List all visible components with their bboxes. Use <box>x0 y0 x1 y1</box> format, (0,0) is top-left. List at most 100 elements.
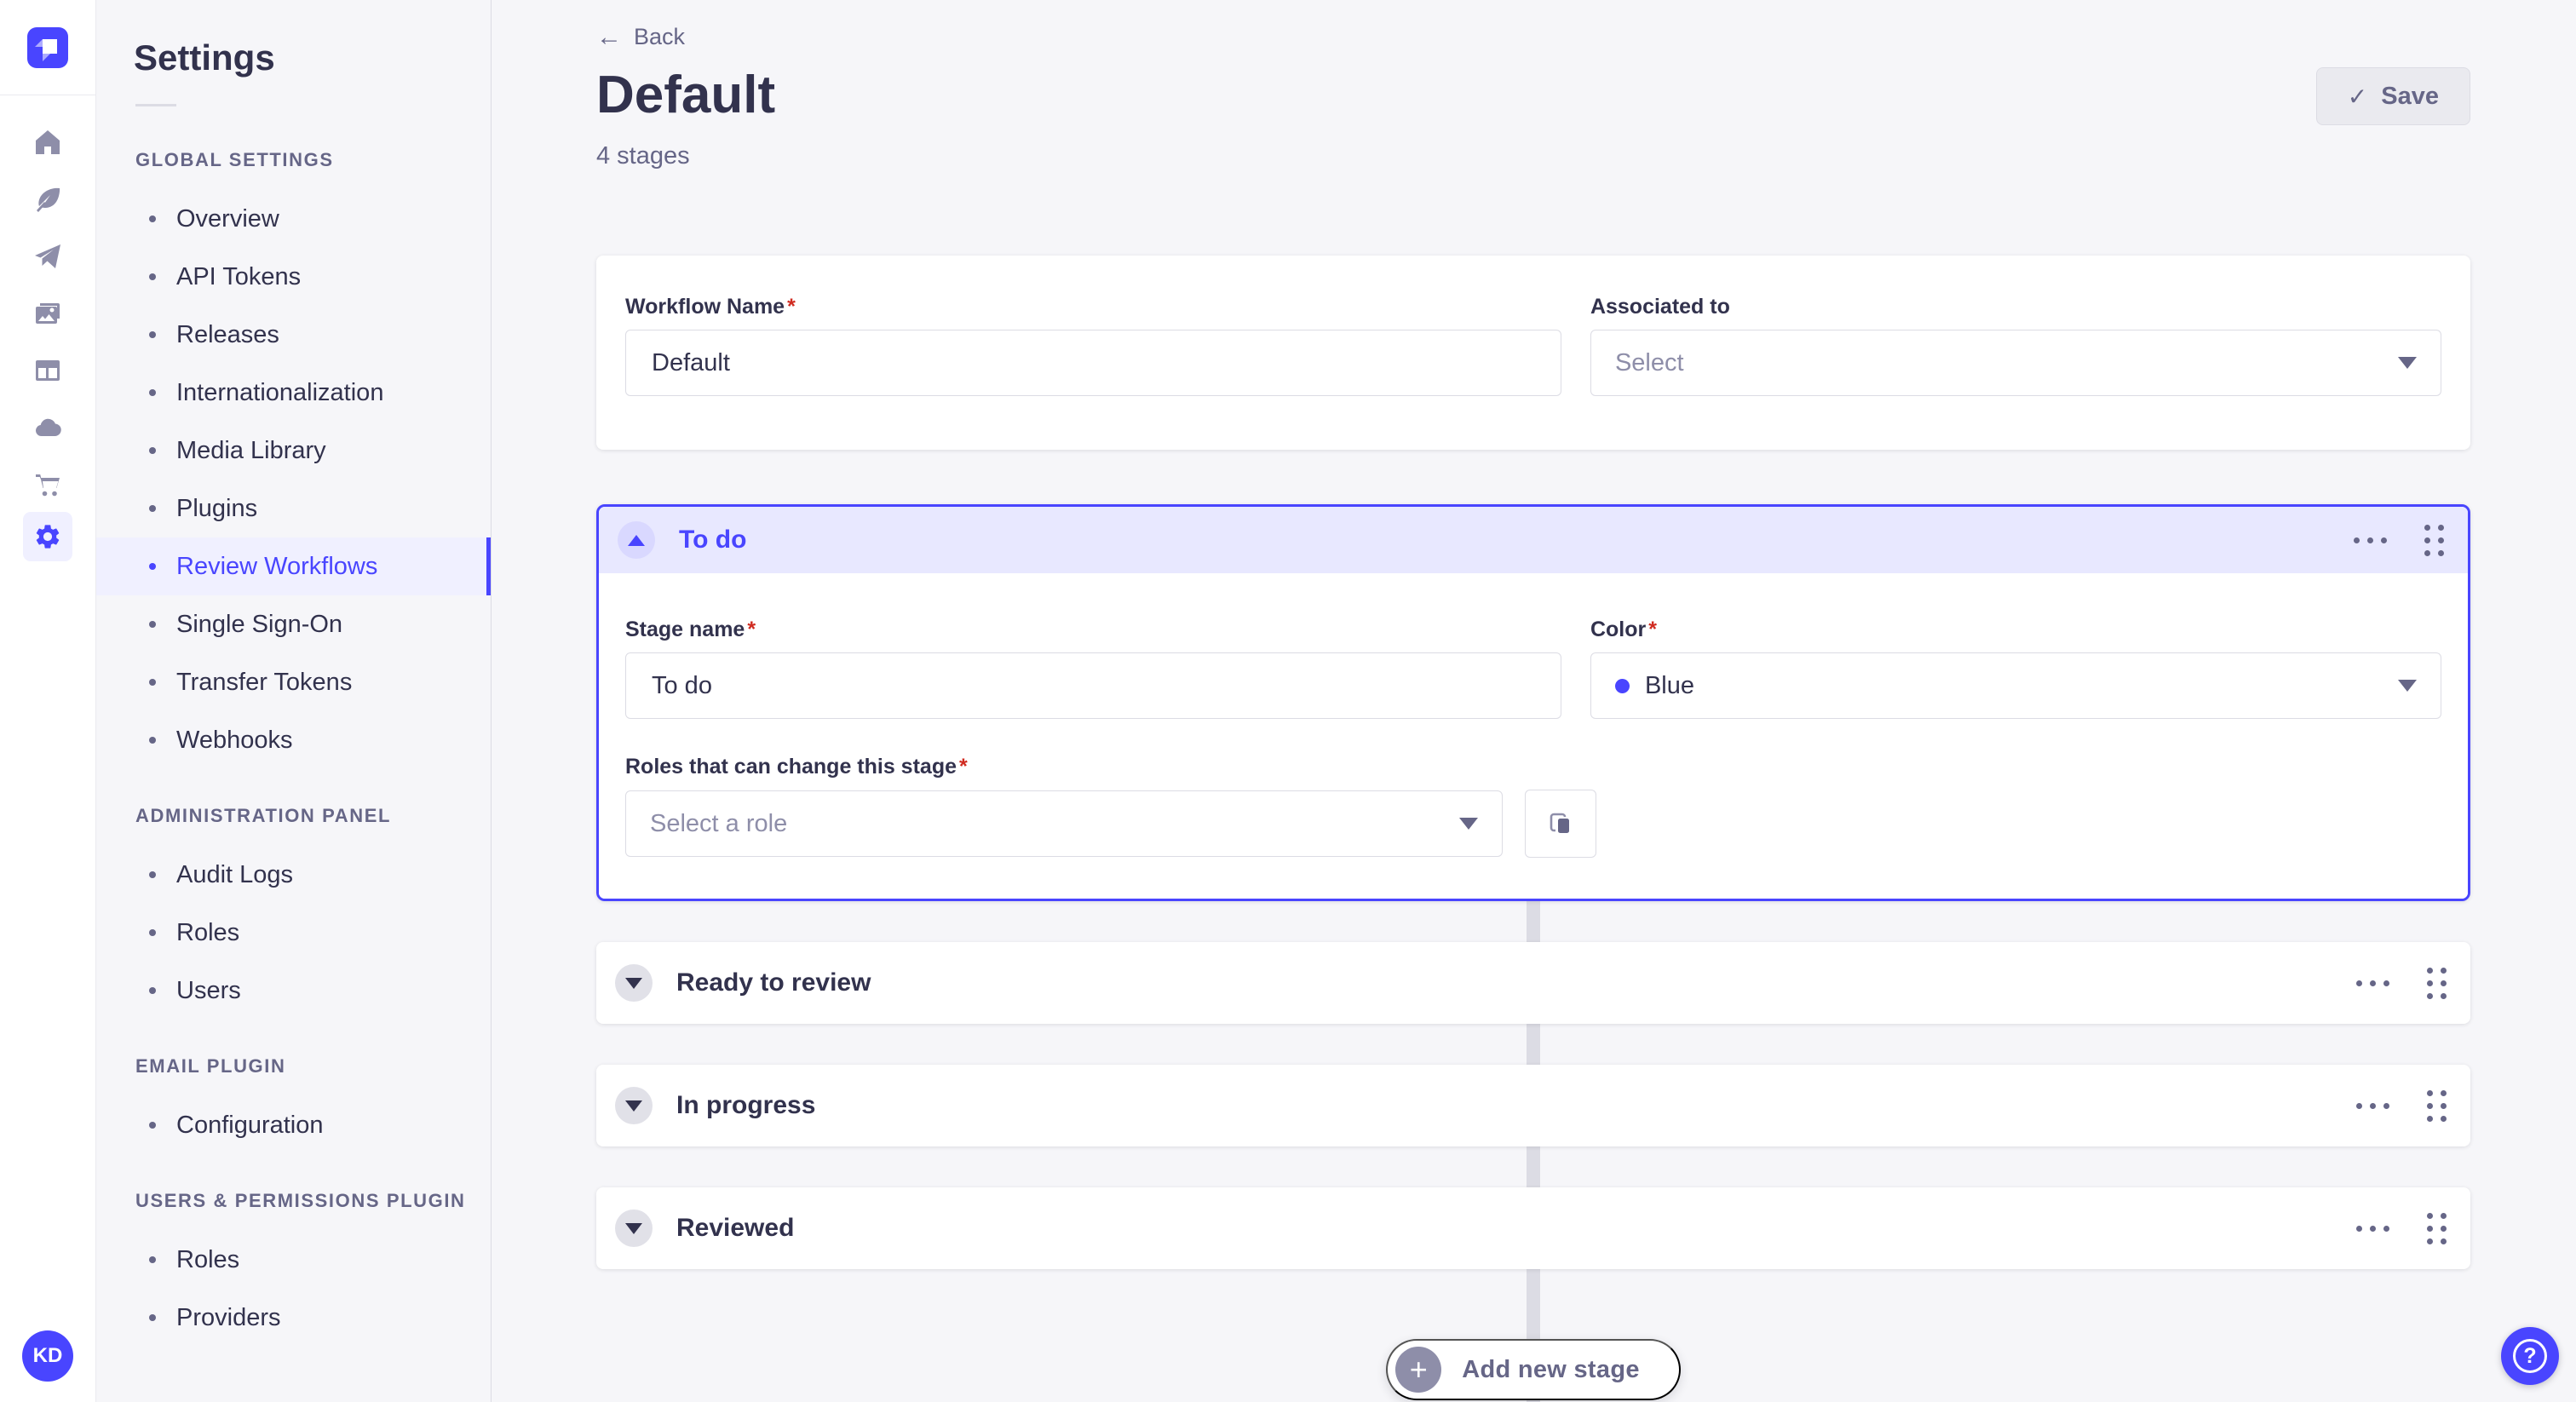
home-icon[interactable] <box>32 127 63 158</box>
bullet-icon <box>149 273 156 280</box>
sidebar-item-media-library[interactable]: Media Library <box>96 422 491 480</box>
sidebar-item-up-roles[interactable]: Roles <box>96 1231 491 1289</box>
main-content: ← Back Default ✓ Save 4 stages Workflow … <box>492 0 2576 1402</box>
color-label: Color * <box>1590 618 1657 641</box>
sidebar-item-releases[interactable]: Releases <box>96 306 491 364</box>
required-asterisk: * <box>747 618 756 641</box>
more-menu-icon[interactable] <box>2356 1225 2389 1232</box>
media-library-icon[interactable] <box>32 298 63 329</box>
more-menu-icon[interactable] <box>2354 537 2387 543</box>
sidebar-item-audit-logs[interactable]: Audit Logs <box>96 846 491 904</box>
stage-editor: Stage name* Color* Blue <box>599 573 2468 899</box>
bullet-icon <box>149 1256 156 1263</box>
bullet-icon <box>149 987 156 994</box>
sidebar-item-plugins[interactable]: Plugins <box>96 480 491 537</box>
stage-panel-ready-to-review[interactable]: Ready to review <box>596 942 2470 1024</box>
sidebar-item-email-configuration[interactable]: Configuration <box>96 1096 491 1154</box>
question-icon: ? <box>2513 1339 2547 1373</box>
page-title: Default <box>596 66 776 124</box>
caret-down-icon <box>2398 357 2417 369</box>
chevron-down-icon <box>625 1222 642 1234</box>
expand-stage-button[interactable] <box>615 964 653 1002</box>
settings-icon[interactable] <box>23 512 72 561</box>
bullet-icon <box>149 679 156 686</box>
stage-panel-to-do: To do Stage name * <box>596 504 2470 901</box>
sidebar-item-internationalization[interactable]: Internationalization <box>96 364 491 422</box>
stage-name-label: Stage name * <box>625 618 756 641</box>
associated-to-label: Associated to <box>1590 295 1730 319</box>
stage-panel-in-progress[interactable]: In progress <box>596 1065 2470 1146</box>
expand-stage-button[interactable] <box>615 1210 653 1247</box>
expand-stage-button[interactable] <box>615 1087 653 1124</box>
cloud-icon[interactable] <box>32 412 63 443</box>
drag-handle-icon[interactable] <box>2427 1089 2447 1122</box>
section-administration-panel: ADMINISTRATION PANEL <box>135 805 392 826</box>
bullet-icon <box>149 389 156 396</box>
chevron-down-icon <box>625 1100 642 1112</box>
section-email-plugin: EMAIL PLUGIN <box>135 1055 286 1077</box>
feather-icon[interactable] <box>32 184 63 215</box>
bullet-icon <box>149 563 156 570</box>
workflow-name-input[interactable] <box>625 330 1561 396</box>
bullet-icon <box>149 505 156 512</box>
sidebar-item-api-tokens[interactable]: API Tokens <box>96 248 491 306</box>
sidebar-item-up-providers[interactable]: Providers <box>96 1289 491 1347</box>
save-button[interactable]: ✓ Save <box>2315 67 2470 125</box>
sidebar-item-overview[interactable]: Overview <box>96 190 491 248</box>
color-dot <box>1614 678 1630 693</box>
more-menu-icon[interactable] <box>2356 980 2389 986</box>
user-avatar[interactable]: KD <box>22 1330 73 1382</box>
plus-icon: + <box>1395 1347 1442 1393</box>
stage-count: 4 stages <box>596 142 690 170</box>
more-menu-icon[interactable] <box>2356 1102 2389 1109</box>
drag-handle-icon[interactable] <box>2424 524 2444 556</box>
caret-down-icon <box>1459 818 1478 830</box>
sidebar-item-admin-users[interactable]: Users <box>96 962 491 1020</box>
bullet-icon <box>149 737 156 744</box>
stage-title: In progress <box>676 1091 816 1119</box>
workflow-name-label: Workflow Name * <box>625 295 796 319</box>
stage-title: To do <box>679 526 747 554</box>
chevron-up-icon <box>628 534 645 546</box>
stage-name-input[interactable] <box>625 652 1561 719</box>
paper-plane-icon[interactable] <box>32 241 63 272</box>
chevron-down-icon <box>625 977 642 989</box>
sidebar-item-transfer-tokens[interactable]: Transfer Tokens <box>96 653 491 711</box>
settings-title: Settings <box>134 37 275 78</box>
required-asterisk: * <box>787 295 796 319</box>
help-button[interactable]: ? <box>2501 1327 2559 1385</box>
layout-icon[interactable] <box>32 355 63 386</box>
sidebar-item-single-sign-on[interactable]: Single Sign-On <box>96 595 491 653</box>
add-new-stage-button[interactable]: + Add new stage <box>1386 1339 1681 1400</box>
back-arrow-icon: ← <box>596 22 622 51</box>
sidebar-item-webhooks[interactable]: Webhooks <box>96 711 491 769</box>
sidebar-item-review-workflows[interactable]: Review Workflows <box>96 537 491 595</box>
sidebar-item-admin-roles[interactable]: Roles <box>96 904 491 962</box>
color-select[interactable]: Blue <box>1590 652 2441 719</box>
roles-select[interactable]: Select a role <box>625 790 1503 857</box>
drag-handle-icon[interactable] <box>2427 1212 2447 1244</box>
stage-header-to-do[interactable]: To do <box>599 507 2468 573</box>
stages-list: To do Stage name * <box>596 504 2470 1402</box>
associated-to-select[interactable]: Select <box>1590 330 2441 396</box>
section-global-settings: GLOBAL SETTINGS <box>135 149 334 170</box>
check-icon: ✓ <box>2347 83 2368 110</box>
stage-panel-reviewed[interactable]: Reviewed <box>596 1187 2470 1269</box>
settings-subnav: Settings GLOBAL SETTINGS Overview API To… <box>96 0 492 1402</box>
bullet-icon <box>149 621 156 628</box>
roles-label: Roles that can change this stage * <box>625 755 968 779</box>
bullet-icon <box>149 215 156 222</box>
duplicate-stage-button[interactable] <box>1525 790 1596 858</box>
divider <box>135 104 176 106</box>
back-link[interactable]: ← Back <box>596 22 686 51</box>
section-users-permissions-plugin: USERS & PERMISSIONS PLUGIN <box>135 1190 466 1211</box>
bullet-icon <box>149 331 156 338</box>
strapi-logo[interactable] <box>27 26 68 68</box>
cart-icon[interactable] <box>32 469 63 500</box>
bullet-icon <box>149 929 156 936</box>
required-asterisk: * <box>1648 618 1657 641</box>
brand-header <box>0 0 95 95</box>
collapse-stage-button[interactable] <box>618 521 655 559</box>
drag-handle-icon[interactable] <box>2427 967 2447 999</box>
